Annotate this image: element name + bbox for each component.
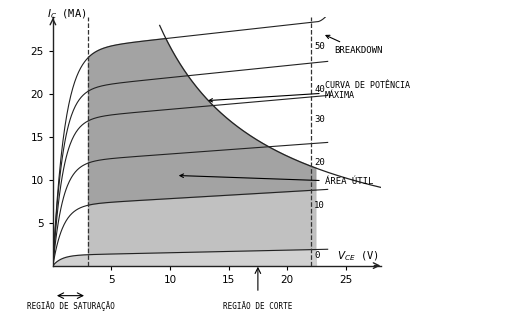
Text: 10: 10 [314,201,325,210]
Text: 0: 0 [314,251,320,260]
Text: 20: 20 [314,158,325,167]
Text: $V_{CE}$ (V): $V_{CE}$ (V) [336,249,379,263]
Polygon shape [88,190,316,255]
Text: ÁREA ÚTIL: ÁREA ÚTIL [180,174,373,186]
Text: BREAKDOWN: BREAKDOWN [326,35,382,55]
Text: 50: 50 [314,42,325,51]
Text: REGIÃO DE SATURAÇÃO: REGIÃO DE SATURAÇÃO [26,301,114,310]
Polygon shape [88,39,316,205]
Text: $I_C$ (MA): $I_C$ (MA) [47,7,87,21]
Text: 30: 30 [314,115,325,124]
Text: REGIÃO DE CORTE: REGIÃO DE CORTE [223,301,293,310]
Text: 40: 40 [314,85,325,94]
Text: CURVA DE POTÊNCIA
MÁXIMA: CURVA DE POTÊNCIA MÁXIMA [209,81,409,102]
Polygon shape [53,250,316,266]
